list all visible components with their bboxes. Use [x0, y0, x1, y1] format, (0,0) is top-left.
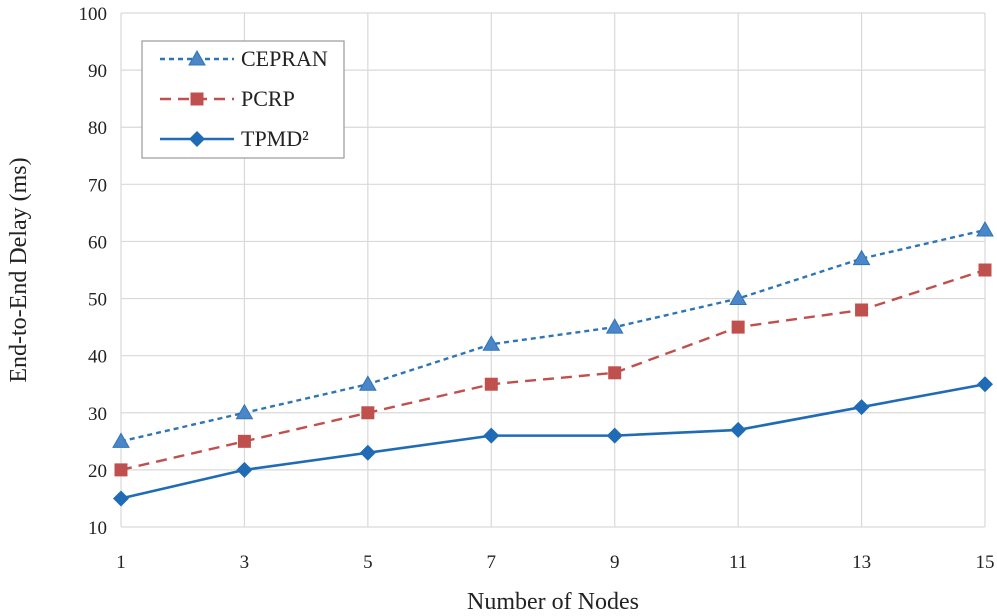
- legend-item-pcrp: PCRP: [160, 86, 295, 111]
- y-tick-label: 80: [88, 118, 107, 139]
- x-tick-label: 9: [610, 552, 620, 573]
- x-tick-label: 1: [116, 552, 126, 573]
- data-point-tpmd: [606, 427, 623, 444]
- x-axis-title: Number of Nodes: [467, 589, 639, 615]
- x-tick-label: 3: [240, 552, 250, 573]
- data-point-pcrp: [361, 406, 375, 420]
- data-point-tpmd: [113, 490, 129, 507]
- series-line-tpmd: [120, 382, 986, 500]
- data-point-cepran: [112, 432, 130, 448]
- x-tick-label: 13: [852, 552, 871, 573]
- data-point-cepran: [605, 318, 624, 334]
- legend-label: TPMD²: [241, 126, 309, 151]
- y-tick-labels: 10 20 30 40 50 60 70 80 90 100: [79, 4, 108, 539]
- series-line-pcrp: [120, 268, 986, 472]
- legend-swatch-marker: [190, 92, 204, 106]
- legend-label: PCRP: [241, 86, 295, 111]
- x-tick-label: 15: [976, 552, 995, 573]
- x-tick-label: 7: [487, 552, 497, 573]
- legend-label: CEPRAN: [241, 46, 328, 71]
- y-tick-label: 10: [88, 518, 107, 539]
- data-point-pcrp: [608, 366, 622, 380]
- series-cepran: [112, 221, 994, 448]
- x-tick-label: 5: [363, 552, 373, 573]
- data-point-cepran: [852, 249, 871, 266]
- series-layer: [112, 221, 994, 507]
- series-tpmd: [113, 376, 993, 507]
- data-point-cepran: [482, 335, 501, 351]
- y-tick-label: 50: [88, 290, 107, 311]
- legend-swatch-marker: [189, 131, 205, 147]
- data-point-pcrp: [855, 303, 869, 317]
- data-point-tpmd: [236, 461, 253, 478]
- data-point-pcrp: [237, 434, 251, 448]
- data-point-pcrp: [114, 463, 128, 477]
- y-tick-label: 20: [88, 461, 107, 482]
- legend: CEPRAN PCRP TPMD²: [141, 40, 345, 159]
- series-pcrp: [114, 263, 992, 477]
- y-axis-title: End-to-End Delay (ms): [6, 157, 32, 382]
- data-point-tpmd: [730, 421, 747, 438]
- data-point-cepran: [358, 375, 377, 391]
- y-tick-label: 60: [88, 232, 107, 253]
- series-line-cepran: [120, 228, 986, 443]
- data-point-tpmd: [977, 376, 993, 393]
- y-tick-label: 70: [88, 175, 107, 196]
- y-tick-label: 40: [88, 347, 107, 368]
- legend-item-tpmd: TPMD²: [160, 126, 309, 151]
- data-point-pcrp: [731, 320, 745, 334]
- data-point-cepran: [976, 221, 994, 237]
- data-point-tpmd: [359, 444, 376, 461]
- data-point-pcrp: [484, 377, 498, 391]
- data-point-cepran: [235, 403, 254, 420]
- x-tick-labels: 1 3 5 7 9 11 13 15: [116, 552, 994, 573]
- y-tick-label: 90: [88, 61, 107, 82]
- legend-swatch-marker: [188, 49, 206, 66]
- y-tick-label: 30: [88, 404, 107, 425]
- y-tick-label: 100: [79, 4, 108, 25]
- x-tick-label: 11: [729, 552, 747, 573]
- data-point-pcrp: [978, 263, 992, 277]
- data-point-cepran: [729, 289, 748, 306]
- legend-item-cepran: CEPRAN: [160, 46, 328, 71]
- data-point-tpmd: [853, 399, 870, 416]
- data-point-tpmd: [483, 427, 500, 444]
